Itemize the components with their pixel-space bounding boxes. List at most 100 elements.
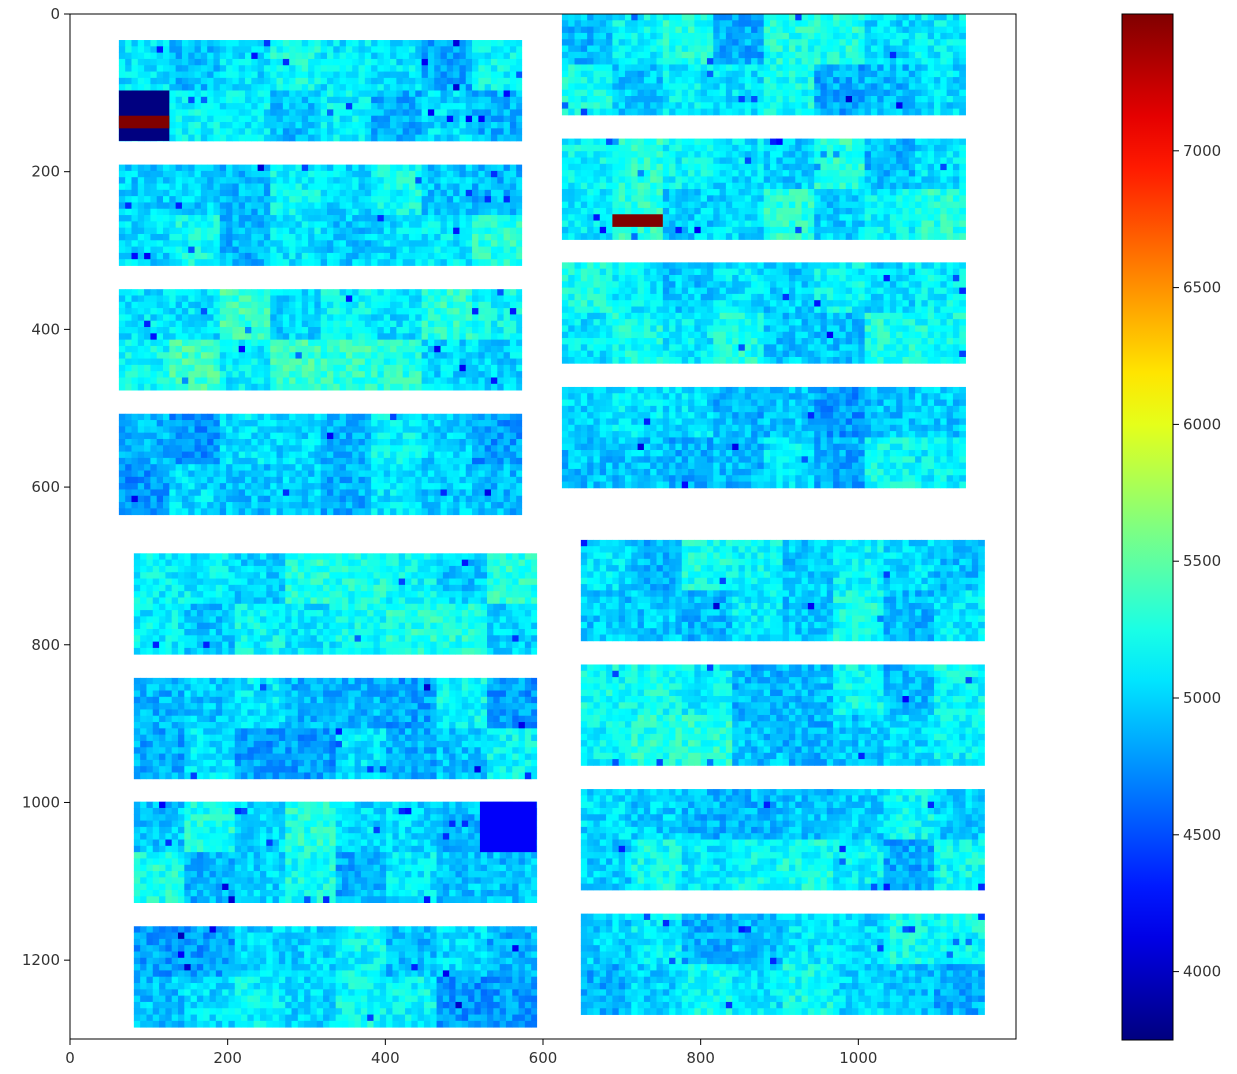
- heatmap-cell: [446, 508, 454, 516]
- heatmap-cell: [383, 189, 391, 197]
- heatmap-cell: [497, 320, 504, 328]
- heatmap-cell: [270, 383, 277, 391]
- heatmap-cell: [289, 464, 296, 471]
- heatmap-cell: [257, 196, 265, 203]
- heatmap-cell: [503, 508, 511, 516]
- heatmap-cell: [612, 83, 620, 91]
- heatmap-cell: [757, 32, 765, 40]
- heatmap-cell: [490, 457, 498, 465]
- heatmap-cell: [820, 14, 828, 21]
- heatmap-cell: [503, 65, 511, 72]
- heatmap-cell: [339, 445, 347, 452]
- heatmap-cell: [383, 77, 391, 85]
- heatmap-cell: [333, 432, 341, 440]
- heatmap-cell: [257, 308, 265, 315]
- heatmap-cell: [295, 46, 303, 54]
- heatmap-cell: [738, 51, 746, 59]
- heatmap-cell: [934, 45, 941, 53]
- heatmap-cell: [219, 495, 227, 503]
- heatmap-cell: [339, 240, 347, 247]
- heatmap-cell: [219, 470, 227, 478]
- heatmap-cell: [599, 39, 607, 46]
- heatmap-cell: [383, 445, 391, 452]
- heatmap-cell: [371, 58, 378, 66]
- heatmap-cell: [339, 457, 347, 465]
- heatmap-cell: [181, 502, 189, 509]
- heatmap-cell: [459, 77, 467, 85]
- heatmap-cell: [415, 420, 422, 427]
- heatmap-cell: [465, 495, 473, 503]
- heatmap-cell: [927, 58, 935, 65]
- heatmap-cell: [390, 215, 397, 222]
- heatmap-cell: [358, 413, 366, 421]
- heatmap-cell: [352, 65, 359, 72]
- heatmap-cell: [587, 45, 594, 53]
- heatmap-cell: [125, 208, 132, 216]
- heatmap-cell: [320, 170, 328, 178]
- heatmap-cell: [377, 252, 385, 260]
- heatmap-cell: [478, 364, 486, 372]
- heatmap-cell: [169, 457, 177, 465]
- heatmap-cell: [194, 71, 202, 79]
- heatmap-cell: [377, 508, 385, 516]
- heatmap-cell: [238, 432, 246, 440]
- heatmap-cell: [150, 246, 158, 254]
- heatmap-cell: [383, 371, 391, 378]
- heatmap-cell: [333, 227, 341, 235]
- heatmap-cell: [320, 208, 328, 216]
- heatmap-cell: [188, 252, 195, 260]
- heatmap-cell: [503, 58, 511, 66]
- heatmap-cell: [118, 470, 126, 478]
- heatmap-cell: [681, 58, 689, 65]
- heatmap-cell: [889, 64, 897, 72]
- heatmap-cell: [738, 77, 746, 84]
- heatmap-cell: [377, 90, 385, 98]
- heatmap-cell: [833, 51, 840, 59]
- heatmap-cell: [301, 333, 309, 341]
- heatmap-cell: [497, 65, 504, 72]
- heatmap-cell: [345, 495, 353, 503]
- heatmap-cell: [181, 46, 189, 54]
- heatmap-cell: [889, 83, 897, 91]
- heatmap-cell: [440, 84, 448, 91]
- heatmap-cell: [509, 215, 517, 222]
- heatmap-cell: [219, 489, 227, 497]
- heatmap-cell: [453, 352, 460, 359]
- heatmap-cell: [465, 364, 473, 372]
- heatmap-cell: [345, 202, 353, 210]
- heatmap-cell: [358, 252, 366, 260]
- heatmap-cell: [333, 103, 341, 110]
- heatmap-cell: [446, 383, 454, 391]
- heatmap-cell: [137, 464, 145, 471]
- heatmap-cell: [390, 221, 397, 229]
- heatmap-cell: [946, 51, 954, 59]
- heatmap-cell: [763, 77, 771, 84]
- heatmap-cell: [509, 46, 517, 54]
- heatmap-cell: [163, 377, 170, 385]
- heatmap-cell: [213, 457, 221, 465]
- heatmap-cell: [200, 52, 208, 60]
- heatmap-cell: [371, 233, 378, 241]
- heatmap-cell: [434, 495, 441, 503]
- heatmap-cell: [719, 45, 727, 53]
- heatmap-cell: [757, 96, 765, 103]
- heatmap-cell: [238, 295, 246, 303]
- heatmap-cell: [516, 84, 523, 91]
- heatmap-cell: [770, 20, 777, 28]
- heatmap-cell: [276, 96, 284, 104]
- heatmap-cell: [194, 451, 202, 459]
- heatmap-cell: [358, 432, 366, 440]
- heatmap-cell: [509, 115, 517, 123]
- heatmap-cell: [238, 289, 246, 296]
- heatmap-cell: [732, 20, 739, 28]
- heatmap-cell: [270, 295, 277, 303]
- heatmap-cell: [490, 476, 498, 484]
- heatmap-cell: [238, 170, 246, 178]
- heatmap-cell: [207, 227, 214, 235]
- heatmap-cell: [320, 352, 328, 359]
- heatmap-cell: [207, 339, 214, 347]
- heatmap-cell: [795, 39, 802, 46]
- heatmap-cell: [144, 183, 151, 191]
- heatmap-cell: [383, 202, 391, 210]
- heatmap-cell: [390, 115, 397, 123]
